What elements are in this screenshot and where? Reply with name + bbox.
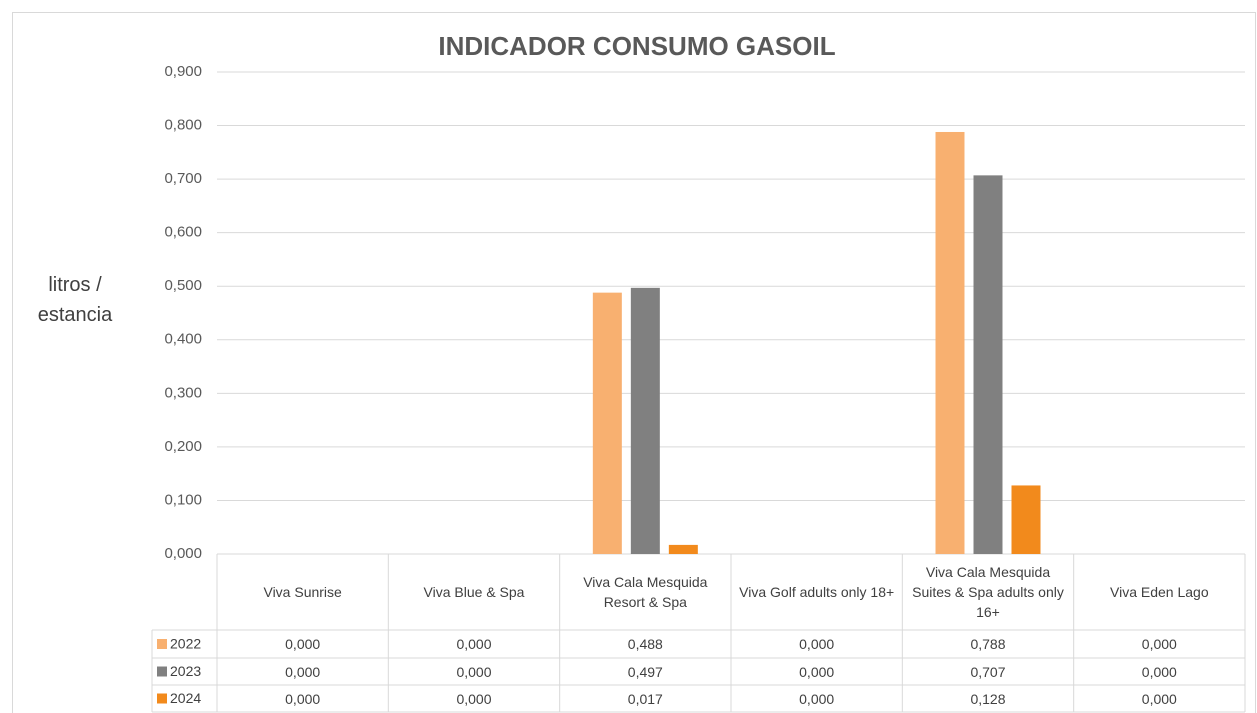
category-label: Viva Blue & Spa — [423, 584, 525, 600]
data-table-value: 0,000 — [799, 636, 835, 652]
chart-border — [12, 12, 1256, 713]
y-tick-label: 0,600 — [164, 224, 202, 241]
data-table-value: 0,000 — [1141, 690, 1177, 707]
data-table-value: 0,000 — [799, 690, 835, 707]
bar — [630, 287, 660, 554]
category-label: Viva Cala Mesquida Suites & Spa adults o… — [912, 564, 1064, 620]
legend-swatch — [157, 666, 167, 677]
data-table-value: 0,017 — [627, 690, 663, 707]
category-label: Viva Cala Mesquida Resort & Spa — [583, 574, 708, 610]
y-tick-label: 0,100 — [164, 491, 202, 508]
data-table-value: 0,707 — [970, 663, 1006, 680]
legend-label: 2022 — [170, 636, 201, 652]
y-tick-label: 0,000 — [164, 545, 202, 562]
data-table-value: 0,000 — [456, 636, 492, 652]
bar — [935, 131, 965, 554]
legend-swatch — [157, 693, 167, 704]
data-table-value: 0,000 — [1141, 663, 1177, 680]
y-tick-label: 0,900 — [164, 63, 202, 80]
y-tick-label: 0,800 — [164, 117, 202, 134]
legend-label: 2024 — [170, 690, 201, 706]
y-tick-label: 0,300 — [164, 384, 202, 401]
data-table-value: 0,000 — [285, 663, 321, 680]
chart-title: INDICADOR CONSUMO GASOIL — [438, 31, 835, 61]
y-tick-label: 0,700 — [164, 170, 202, 187]
data-table-value: 0,000 — [285, 690, 321, 707]
category-label: Viva Sunrise — [263, 584, 342, 600]
y-tick-label: 0,400 — [164, 331, 202, 348]
data-table-value: 0,000 — [799, 663, 835, 680]
data-table-value: 0,128 — [970, 690, 1006, 707]
data-table-value: 0,000 — [456, 690, 492, 707]
bar — [1011, 485, 1041, 554]
legend-swatch — [157, 639, 167, 649]
data-table-value: 0,788 — [970, 636, 1006, 652]
legend-label: 2023 — [170, 663, 201, 679]
bar — [592, 292, 622, 554]
bar — [973, 175, 1003, 554]
y-tick-label: 0,500 — [164, 277, 202, 294]
data-table-value: 0,000 — [285, 636, 321, 652]
data-table-value: 0,488 — [627, 636, 663, 652]
bar — [668, 544, 698, 554]
data-table-value: 0,497 — [627, 663, 663, 680]
category-label: Viva Eden Lago — [1110, 584, 1209, 600]
data-table-value: 0,000 — [456, 663, 492, 680]
data-table-value: 0,000 — [1141, 636, 1177, 652]
y-tick-label: 0,200 — [164, 438, 202, 455]
category-label: Viva Golf adults only 18+ — [739, 584, 895, 600]
y-axis-label: litros / estancia — [37, 274, 113, 326]
